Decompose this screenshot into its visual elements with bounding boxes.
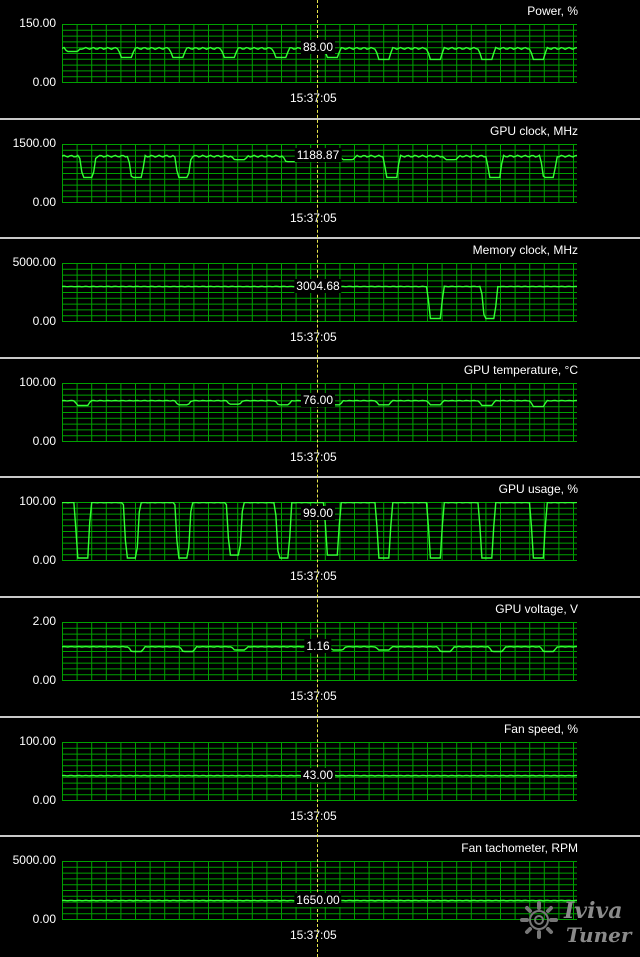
current-value-label: 99.00 (300, 506, 336, 520)
graph-grid (62, 622, 577, 681)
graph-panel[interactable]: Fan speed, % 100.00 0.00 15:37:05 43.00 (0, 718, 640, 838)
graph-panel[interactable]: Memory clock, MHz 5000.00 0.00 15:37:05 3004… (0, 239, 640, 359)
current-value-label: 1650.00 (294, 892, 342, 907)
graph-title: GPU voltage, V (495, 602, 578, 616)
graph-title: Memory clock, MHz (472, 243, 578, 257)
watermark-text: Tuner (566, 923, 632, 947)
graph-panel[interactable]: GPU voltage, V 2.00 0.00 15:37:05 1.16 (0, 598, 640, 718)
graph-panel[interactable]: Power, % 150.00 0.00 15:37:05 88.00 (0, 0, 640, 120)
timestamp-label: 15:37:05 (290, 330, 337, 344)
y-axis-max-label: 150.00 (19, 16, 56, 30)
time-cursor-line[interactable] (317, 0, 318, 957)
graph-area[interactable] (62, 622, 577, 682)
graph-title: Power, % (527, 4, 578, 18)
y-axis-min-label: 0.00 (32, 912, 56, 926)
current-value-label: 76.00 (300, 392, 336, 407)
graph-grid (62, 24, 577, 83)
graph-grid (62, 742, 577, 801)
y-axis-max-label: 5000.00 (12, 853, 56, 867)
y-axis-max-label: 2.00 (32, 614, 56, 628)
graph-title: Fan tachometer, RPM (461, 841, 578, 855)
timestamp-label: 15:37:05 (290, 928, 337, 942)
current-value-label: 43.00 (300, 767, 336, 782)
timestamp-label: 15:37:05 (290, 569, 337, 583)
timestamp-label: 15:37:05 (290, 809, 337, 823)
panel-separator (0, 716, 640, 718)
panel-separator (0, 596, 640, 598)
gear-icon (520, 901, 558, 939)
y-axis-max-label: 100.00 (19, 375, 56, 389)
graph-title: GPU usage, % (498, 482, 578, 496)
y-axis-max-label: 100.00 (19, 494, 56, 508)
graph-grid (62, 861, 577, 920)
y-axis-min-label: 0.00 (32, 75, 56, 89)
graph-area[interactable] (62, 24, 577, 84)
timestamp-label: 15:37:05 (290, 450, 337, 464)
y-axis-max-label: 5000.00 (12, 255, 56, 269)
graph-area[interactable] (62, 861, 577, 921)
y-axis-min-label: 0.00 (32, 314, 56, 328)
graph-area[interactable] (62, 742, 577, 802)
panel-separator (0, 835, 640, 837)
y-axis-min-label: 0.00 (32, 793, 56, 807)
y-axis-min-label: 0.00 (32, 434, 56, 448)
series-line (62, 502, 577, 559)
graph-panel[interactable]: GPU usage, % 100.00 0.00 15:37:05 99.00 (0, 478, 640, 598)
graph-panel[interactable]: GPU clock, MHz 1500.00 0.00 15:37:05 1188.87 (0, 120, 640, 240)
panel-separator (0, 357, 640, 359)
y-axis-min-label: 0.00 (32, 553, 56, 567)
graph-title: Fan speed, % (503, 722, 578, 736)
current-value-label: 1.16 (304, 638, 332, 653)
timestamp-label: 15:37:05 (290, 211, 337, 225)
current-value-label: 1188.87 (294, 148, 342, 163)
y-axis-min-label: 0.00 (32, 195, 56, 209)
graph-title: GPU temperature, °C (463, 363, 578, 377)
y-axis-min-label: 0.00 (32, 673, 56, 687)
timestamp-label: 15:37:05 (290, 689, 337, 703)
watermark-text: Iviva (564, 898, 623, 924)
panel-separator (0, 237, 640, 239)
y-axis-max-label: 100.00 (19, 734, 56, 748)
timestamp-label: 15:37:05 (290, 91, 337, 105)
graph-title: GPU clock, MHz (489, 124, 578, 138)
graph-area[interactable] (62, 263, 577, 323)
graph-area[interactable] (62, 144, 577, 204)
panel-separator (0, 476, 640, 478)
ixbt-watermark-logo: Iviva Tuner (516, 897, 634, 951)
current-value-label: 3004.68 (294, 278, 342, 293)
current-value-label: 88.00 (300, 40, 336, 55)
graph-panel[interactable]: Fan tachometer, RPM 5000.00 0.00 15:37:05 16… (0, 837, 640, 957)
y-axis-max-label: 1500.00 (12, 136, 56, 150)
graph-panel[interactable]: GPU temperature, °C 100.00 0.00 15:37:05 76.… (0, 359, 640, 479)
panel-separator (0, 118, 640, 120)
